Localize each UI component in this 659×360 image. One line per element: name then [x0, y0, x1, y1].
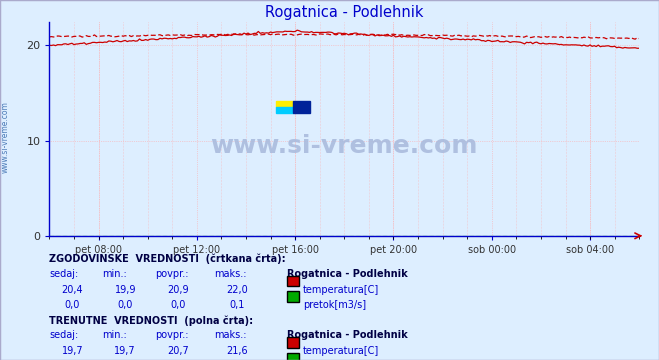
Text: TRENUTNE  VREDNOSTI  (polna črta):: TRENUTNE VREDNOSTI (polna črta): — [49, 315, 254, 326]
Text: min.:: min.: — [102, 269, 127, 279]
Text: 19,9: 19,9 — [115, 285, 136, 295]
Text: 20,4: 20,4 — [62, 285, 83, 295]
Bar — [277, 101, 293, 107]
Text: 0,0: 0,0 — [65, 300, 80, 310]
Text: 0,0: 0,0 — [117, 300, 133, 310]
Text: Rogatnica - Podlehnik: Rogatnica - Podlehnik — [287, 330, 407, 340]
Text: Rogatnica - Podlehnik: Rogatnica - Podlehnik — [287, 269, 407, 279]
Text: 0,0: 0,0 — [170, 300, 186, 310]
Text: min.:: min.: — [102, 330, 127, 340]
Text: 19,7: 19,7 — [115, 346, 136, 356]
Text: maks.:: maks.: — [214, 330, 246, 340]
Text: ZGODOVINSKE  VREDNOSTI  (črtkana črta):: ZGODOVINSKE VREDNOSTI (črtkana črta): — [49, 254, 286, 264]
Text: www.si-vreme.com: www.si-vreme.com — [211, 134, 478, 158]
Text: povpr.:: povpr.: — [155, 330, 188, 340]
Text: povpr.:: povpr.: — [155, 269, 188, 279]
Text: 19,7: 19,7 — [62, 346, 83, 356]
Title: Rogatnica - Podlehnik: Rogatnica - Podlehnik — [265, 5, 424, 21]
Text: 22,0: 22,0 — [226, 285, 248, 295]
Text: 20,9: 20,9 — [167, 285, 188, 295]
Text: www.si-vreme.com: www.si-vreme.com — [1, 101, 10, 173]
Text: sedaj:: sedaj: — [49, 269, 78, 279]
Text: 21,6: 21,6 — [227, 346, 248, 356]
Text: 0,1: 0,1 — [229, 300, 245, 310]
Text: pretok[m3/s]: pretok[m3/s] — [303, 300, 366, 310]
Text: 20,7: 20,7 — [167, 346, 189, 356]
Text: temperatura[C]: temperatura[C] — [303, 346, 380, 356]
Bar — [293, 101, 310, 113]
Bar — [277, 107, 293, 113]
Text: temperatura[C]: temperatura[C] — [303, 285, 380, 295]
Text: maks.:: maks.: — [214, 269, 246, 279]
Text: sedaj:: sedaj: — [49, 330, 78, 340]
